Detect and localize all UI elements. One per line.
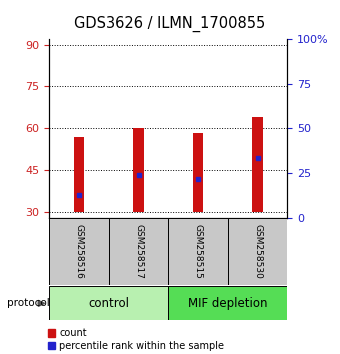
Bar xyxy=(168,286,287,320)
Text: GSM258516: GSM258516 xyxy=(74,224,84,279)
Bar xyxy=(49,286,168,320)
Bar xyxy=(168,218,228,285)
Bar xyxy=(228,218,287,285)
Bar xyxy=(252,117,263,212)
Bar xyxy=(74,137,84,212)
Text: GSM258515: GSM258515 xyxy=(193,224,203,279)
Text: MIF depletion: MIF depletion xyxy=(188,297,268,309)
Legend: count, percentile rank within the sample: count, percentile rank within the sample xyxy=(46,326,226,353)
Text: control: control xyxy=(88,297,129,309)
Bar xyxy=(133,129,144,212)
Bar xyxy=(49,218,109,285)
Text: GSM258517: GSM258517 xyxy=(134,224,143,279)
Bar xyxy=(109,218,168,285)
Bar xyxy=(193,132,203,212)
Text: GDS3626 / ILMN_1700855: GDS3626 / ILMN_1700855 xyxy=(74,16,266,32)
Text: protocol: protocol xyxy=(7,298,50,308)
Text: GSM258530: GSM258530 xyxy=(253,224,262,279)
